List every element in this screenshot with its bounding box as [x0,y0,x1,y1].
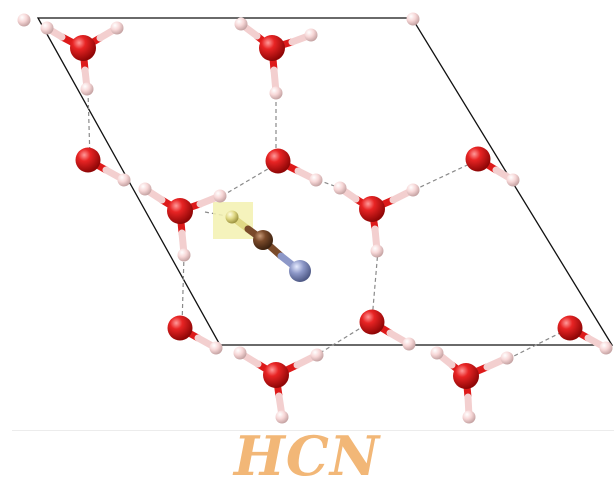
oxygen-atom [453,363,479,389]
oxygen-atom [259,35,285,61]
caption-divider [12,430,614,431]
hydrogen-atom [233,346,247,360]
oxygen-atom [465,146,491,172]
hydrogen-atom [333,181,347,195]
oxygen-atom [557,315,583,341]
hydrogen-atom [213,189,227,203]
hydrogen-atom [310,348,324,362]
hydrogen-atom [177,248,191,262]
hydrogen-atom [234,17,248,31]
molecular-structure-view [17,12,614,424]
hydrogen-atom [406,12,420,26]
hydrogen-atom [370,244,384,258]
hydrogen-atom [500,351,514,365]
adsorbate-hydrogen-atom [225,210,239,224]
unit-cell-outline [36,17,614,346]
oxygen-atoms [70,35,583,389]
hydrogen-atom [309,173,323,187]
hydrogen-atom [209,341,223,355]
carbon-atom [253,230,273,250]
hydrogen-atom [402,337,416,351]
oxygen-atom [265,148,291,174]
hydrogen-atom [110,21,124,35]
molecule-caption: HCN [233,424,381,488]
oxygen-atom [167,198,193,224]
hydrogen-atom [17,13,31,27]
oxygen-atom [359,309,385,335]
hydrogen-atom [304,28,318,42]
hcn-molecule [225,210,311,282]
hydrogen-atom [599,341,613,355]
hydrogen-bonds [87,90,571,360]
hydrogen-atom [80,82,94,96]
hydrogen-atom [462,410,476,424]
hydrogen-atom [40,21,54,35]
hydrogen-atom [269,86,283,100]
oxygen-atom [167,315,193,341]
hydrogen-atom [138,182,152,196]
hydrogen-atom [275,410,289,424]
oxygen-atom [75,147,101,173]
hydrogen-atom [406,183,420,197]
hydrogen-atom [430,346,444,360]
nitrogen-atom [289,260,311,282]
oxygen-atom [263,362,289,388]
hydrogen-atom [506,173,520,187]
oxygen-atom [359,196,385,222]
oxygen-atom [70,35,96,61]
covalent-bonds [43,20,610,420]
hydrogen-atom [117,173,131,187]
hydrogen-atoms [17,12,613,424]
